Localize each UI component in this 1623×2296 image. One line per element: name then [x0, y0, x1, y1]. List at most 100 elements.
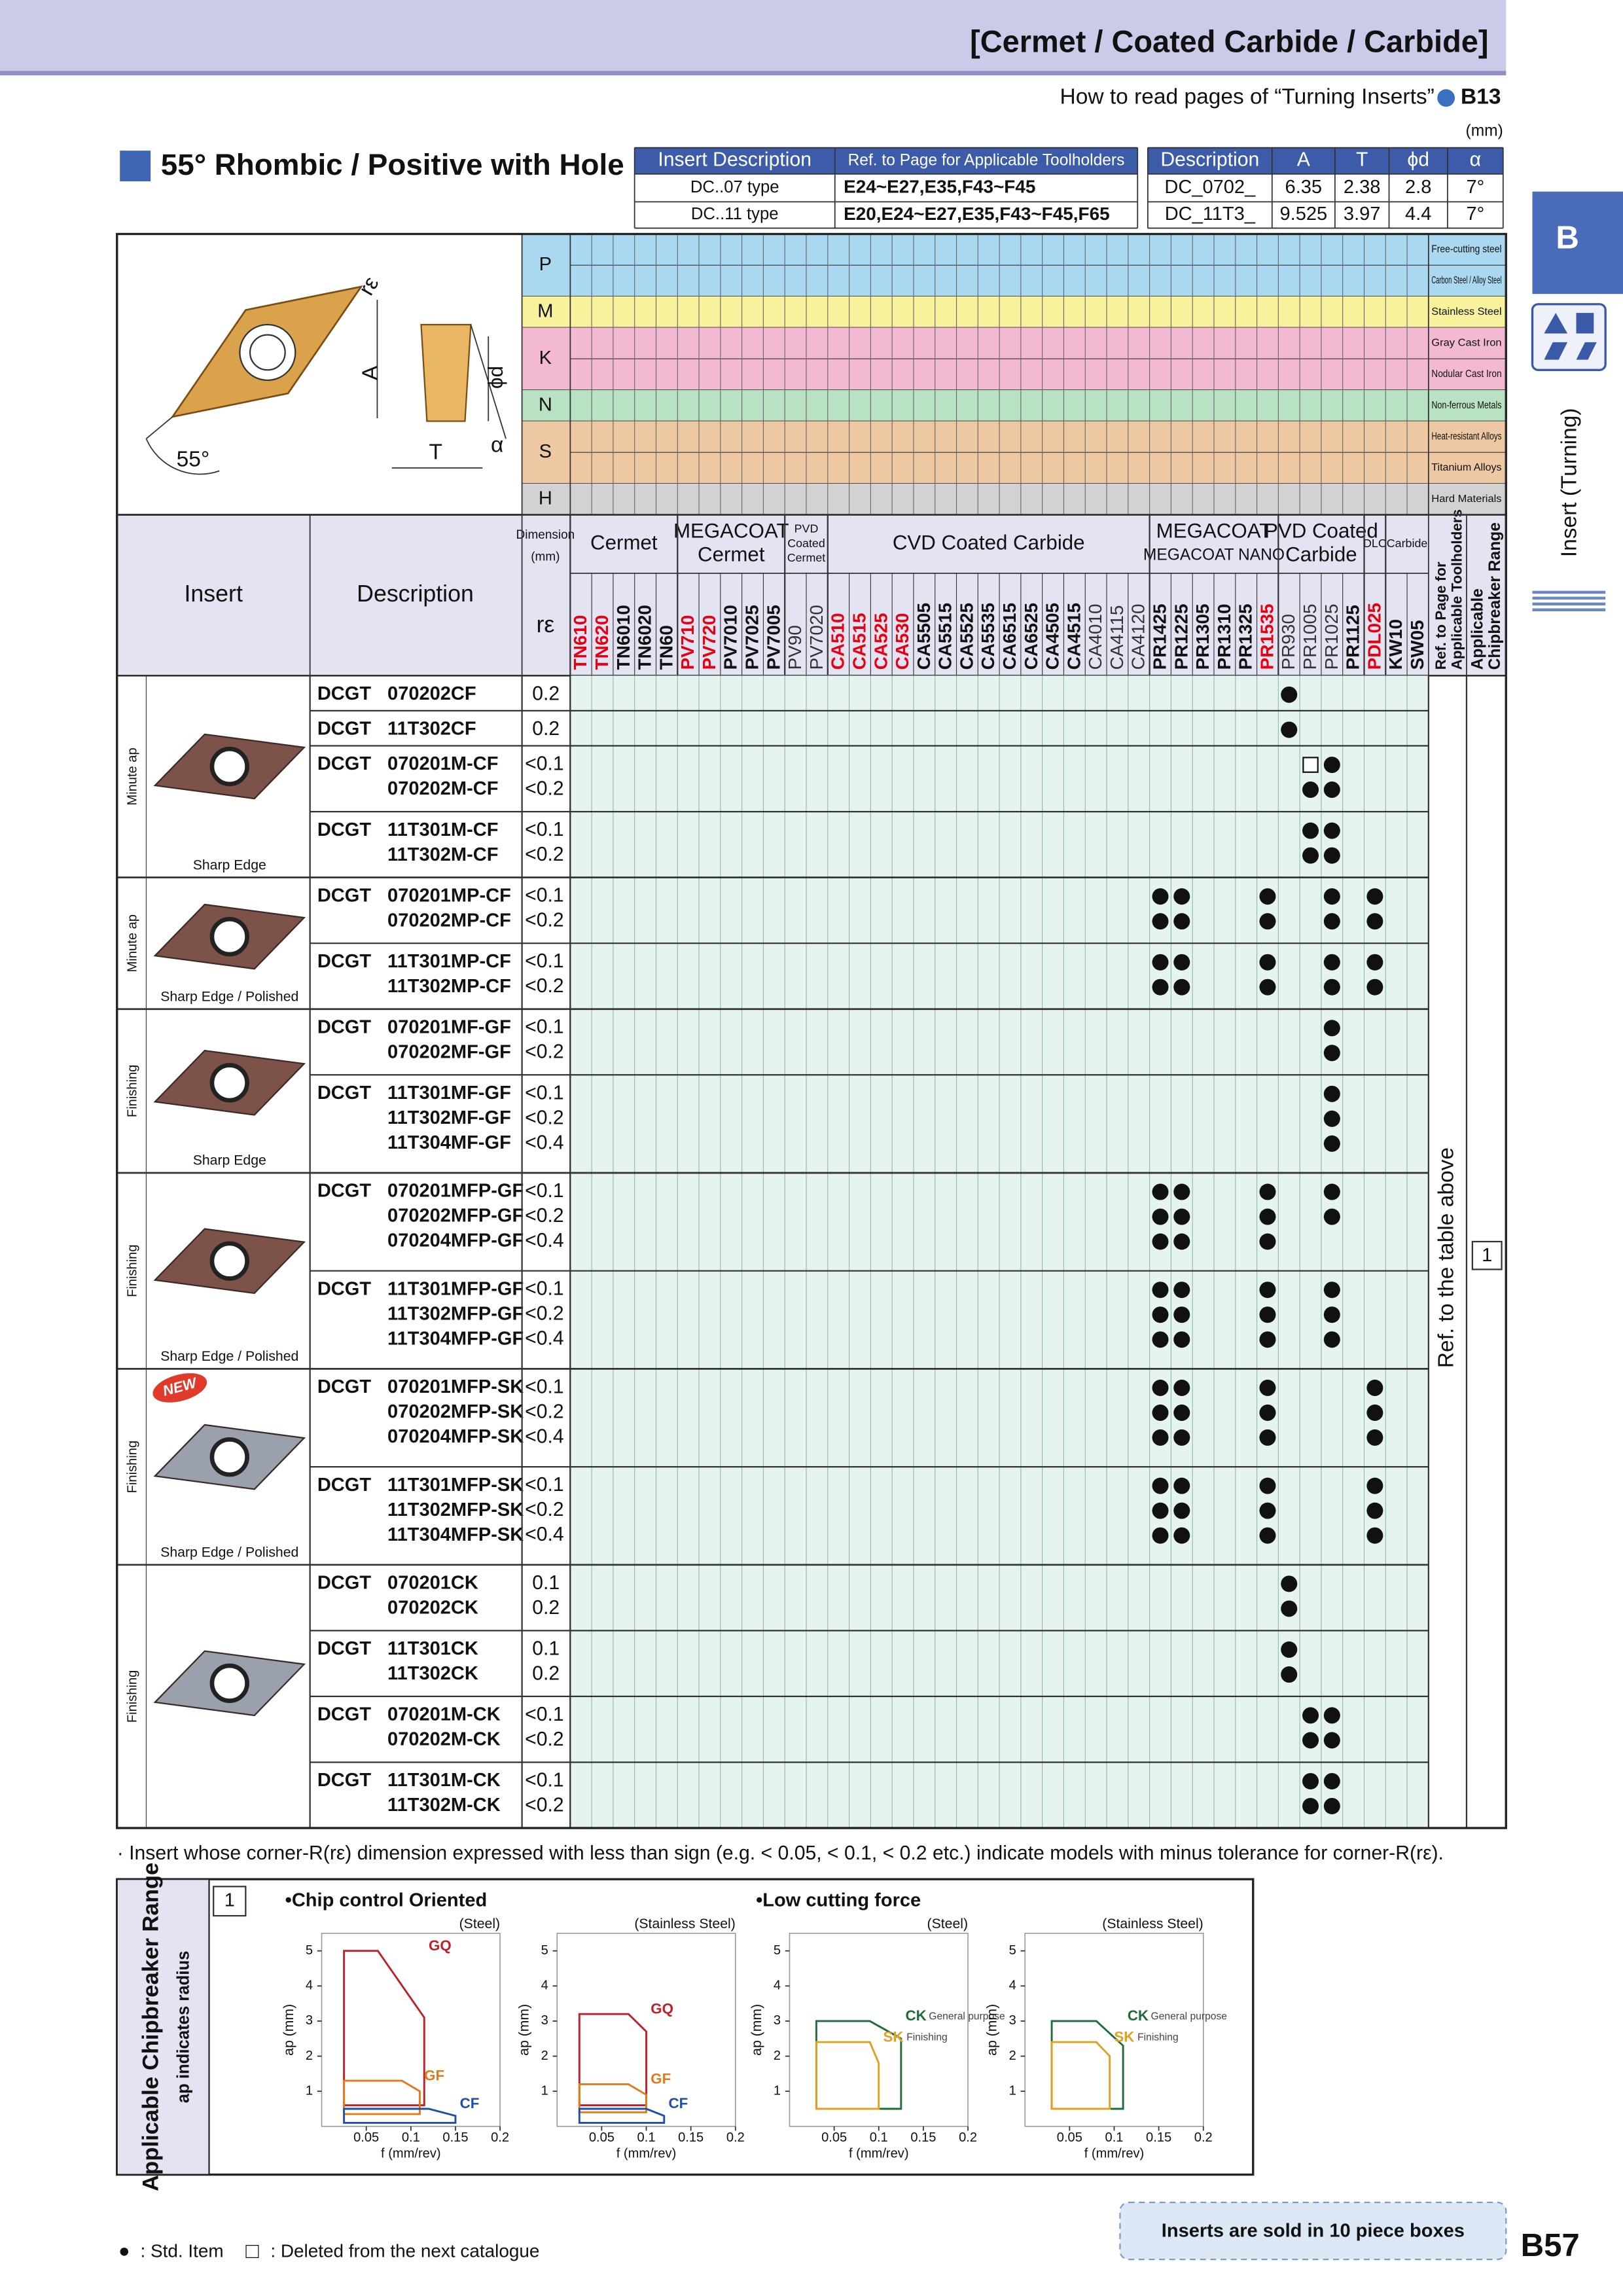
chipbreaker-range [578, 2083, 647, 2113]
y-tick-label: 2 [541, 2049, 548, 2063]
x-axis-label: f (mm/rev) [616, 2147, 677, 2161]
corner-radius: <0.2 [525, 910, 564, 931]
std-item-dot [1366, 1429, 1383, 1446]
description-prefix: DCGT [317, 1573, 372, 1594]
diagram-label: α [491, 433, 503, 457]
insert-image-hole [209, 1437, 249, 1477]
side-icon-shape [1576, 313, 1594, 334]
insert-image-hole [209, 746, 249, 787]
panel-section: •Chip control Oriented [285, 1890, 488, 1910]
std-item-dot [1259, 1502, 1276, 1519]
grade-name: PR1535 [1257, 603, 1277, 670]
section-title: [Cermet / Coated Carbide / Carbide] [970, 24, 1488, 58]
std-item-dot [1323, 1732, 1340, 1749]
std-item-dot [1152, 913, 1169, 930]
corner-radius: <0.4 [525, 1132, 564, 1153]
std-item-dot [1173, 1477, 1190, 1494]
column-header: Description [357, 581, 474, 607]
table-cell: 7° [1466, 177, 1484, 198]
description-code: 11T301M-CF [387, 819, 498, 840]
table-header-cell: Ref. to Page for Applicable Toolholders [848, 151, 1125, 169]
diagram-label: T [429, 440, 442, 465]
std-item-dot [1366, 978, 1383, 996]
std-item-dot [1323, 1045, 1340, 1062]
chipbreaker-range [578, 2108, 666, 2124]
corner-radius: <0.1 [525, 1474, 564, 1496]
material-row [522, 389, 1507, 422]
description-prefix: DCGT [317, 753, 372, 774]
diagram-label: 55° [177, 448, 210, 472]
grade-name: PV7010 [721, 605, 741, 670]
grade-group-label: Cermet [698, 543, 765, 565]
grade-name: PV7005 [763, 605, 783, 670]
description-code: 11T302MFP-GF [387, 1303, 524, 1324]
std-item-dot [1259, 954, 1276, 971]
description-prefix: DCGT [317, 683, 372, 704]
corner-radius: <0.2 [525, 1041, 564, 1063]
ap-label: Finishing [126, 1670, 140, 1723]
y-tick-label: 1 [541, 2083, 548, 2098]
column-header: rε [536, 611, 554, 637]
table-cell: DC_0702_ [1164, 177, 1256, 198]
table-cell: 3.97 [1344, 204, 1381, 224]
std-item-dot [1302, 1772, 1319, 1790]
description-prefix: DCGT [317, 819, 372, 840]
table-header-cell: T [1356, 149, 1368, 171]
side-stripe [1532, 596, 1606, 600]
corner-radius: <0.1 [525, 950, 564, 972]
table-cell: DC..07 type [690, 178, 779, 196]
grade-name: KW10 [1385, 619, 1406, 670]
new-badge [152, 1373, 207, 1403]
page-title: 55° Rhombic / Positive with Hole [161, 148, 624, 181]
chipbreaker-range [343, 1950, 425, 2107]
range-note: General purpose [1151, 2011, 1227, 2022]
material-row [522, 296, 1507, 328]
y-tick-label: 1 [1009, 2083, 1016, 2098]
std-item-dot [1323, 1110, 1340, 1127]
grade-name: PR1225 [1171, 603, 1191, 670]
panel-ref: 1 [224, 1890, 235, 1910]
description-code: 070201MF-GF [387, 1016, 511, 1037]
material-code: H [539, 488, 552, 509]
description-code: 070202M-CK [387, 1729, 501, 1750]
description-prefix: DCGT [317, 1770, 372, 1791]
grade-group-label: MEGACOAT [673, 520, 789, 543]
table-cell: 9.525 [1279, 204, 1327, 224]
description-code: 070202CK [387, 1598, 478, 1619]
description-code: 11T301MFP-GF [387, 1278, 524, 1299]
side-stripe [1532, 602, 1606, 606]
std-item-dot [1366, 1477, 1383, 1494]
description-code: 11T302MP-CF [387, 976, 511, 997]
table-header-cell: Description [1160, 149, 1259, 171]
table-cell: 7° [1466, 204, 1484, 224]
std-item-dot [1173, 1208, 1190, 1225]
description-code: 070202M-CF [387, 778, 498, 799]
y-tick-label: 5 [1009, 1943, 1016, 1958]
chipbreaker-ref: 1 [1482, 1245, 1492, 1266]
std-item-dot [1323, 1707, 1340, 1724]
table-cell: 6.35 [1285, 177, 1323, 198]
std-item-dot [1302, 822, 1319, 839]
description-code: 11T302CF [387, 719, 476, 740]
std-item-dot [1173, 1282, 1190, 1299]
table-cell: 2.8 [1405, 177, 1431, 198]
material-row [522, 483, 1507, 515]
corner-radius: 0.1 [532, 1572, 560, 1594]
side-icon-shape [1544, 342, 1568, 360]
grade-group-label: CVD Coated Carbide [893, 531, 1085, 554]
std-item-dot [1366, 913, 1383, 930]
box-note-frame [1119, 2201, 1507, 2261]
legend-symbol: ● [118, 2241, 130, 2262]
range-name: GF [424, 2067, 444, 2083]
std-item-dot [1259, 1404, 1276, 1421]
std-item-dot [1366, 888, 1383, 905]
range-name: CK [906, 2007, 927, 2024]
std-item-dot [1323, 1282, 1340, 1299]
grade-name: TN610 [570, 615, 590, 670]
table-cell: E24~E27,E35,F43~F45 [844, 176, 1035, 196]
y-tick-label: 1 [774, 2083, 781, 2098]
column-header: Dimension [516, 528, 575, 542]
side-tab-label: Insert (Turning) [1557, 408, 1581, 557]
description-code: 070201CK [387, 1573, 478, 1594]
description-code: 11T302M-CF [387, 844, 498, 865]
